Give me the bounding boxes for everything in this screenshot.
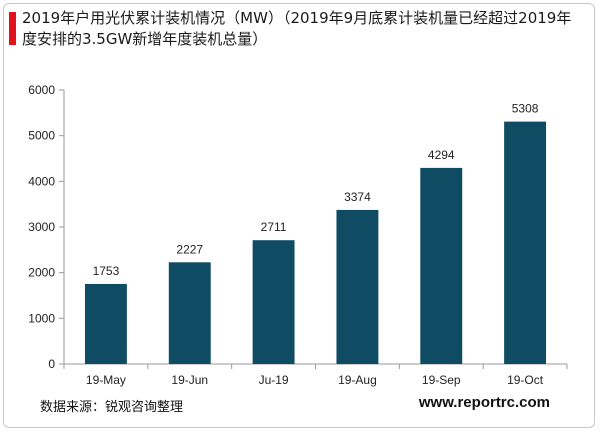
x-axis — [63, 363, 568, 369]
x-category-label: 19-Sep — [422, 373, 461, 387]
bar — [504, 121, 547, 364]
y-tick-label: 2000 — [28, 266, 55, 280]
bar — [84, 283, 127, 364]
bar — [336, 209, 379, 364]
y-tick-label: 5000 — [28, 129, 55, 143]
y-axis: 0 1000 2000 3000 4000 5000 6000 — [28, 83, 65, 371]
x-category-label: 19-May — [86, 373, 126, 387]
y-tick-label: 6000 — [28, 83, 55, 97]
x-category-label: 19-Oct — [507, 373, 544, 387]
bar — [252, 240, 295, 364]
bar-value-label: 2227 — [176, 242, 203, 256]
data-source: 数据来源：锐观咨询整理 — [40, 400, 184, 415]
bar-value-label: 3374 — [344, 190, 371, 204]
bar-value-label: 5308 — [512, 102, 539, 116]
title-accent-bar — [9, 12, 16, 45]
x-category-label: 19-Jun — [171, 373, 208, 387]
x-category-label: Ju-19 — [259, 373, 289, 387]
bar-value-label: 2711 — [261, 220, 287, 234]
chart-title: 2019年户用光伏累计装机情况（MW）（2019年9月底累计装机量已经超过201… — [22, 9, 572, 48]
data-labels: 1753 2227 2711 3374 4294 5308 — [93, 102, 539, 278]
y-tick-label: 3000 — [28, 220, 55, 234]
y-tick-label: 1000 — [28, 311, 55, 325]
category-labels: 19-May 19-Jun Ju-19 19-Aug 19-Sep 19-Oct — [86, 373, 544, 387]
y-tick-label: 4000 — [28, 174, 55, 188]
bar — [420, 167, 463, 364]
bar-value-label: 4294 — [428, 148, 455, 162]
bar — [168, 262, 211, 364]
x-category-label: 19-Aug — [338, 373, 377, 387]
bar-value-label: 1753 — [93, 264, 120, 278]
website-url: www.reportrc.com — [418, 394, 550, 411]
bar-series — [84, 121, 547, 364]
y-tick-label: 0 — [48, 357, 55, 371]
